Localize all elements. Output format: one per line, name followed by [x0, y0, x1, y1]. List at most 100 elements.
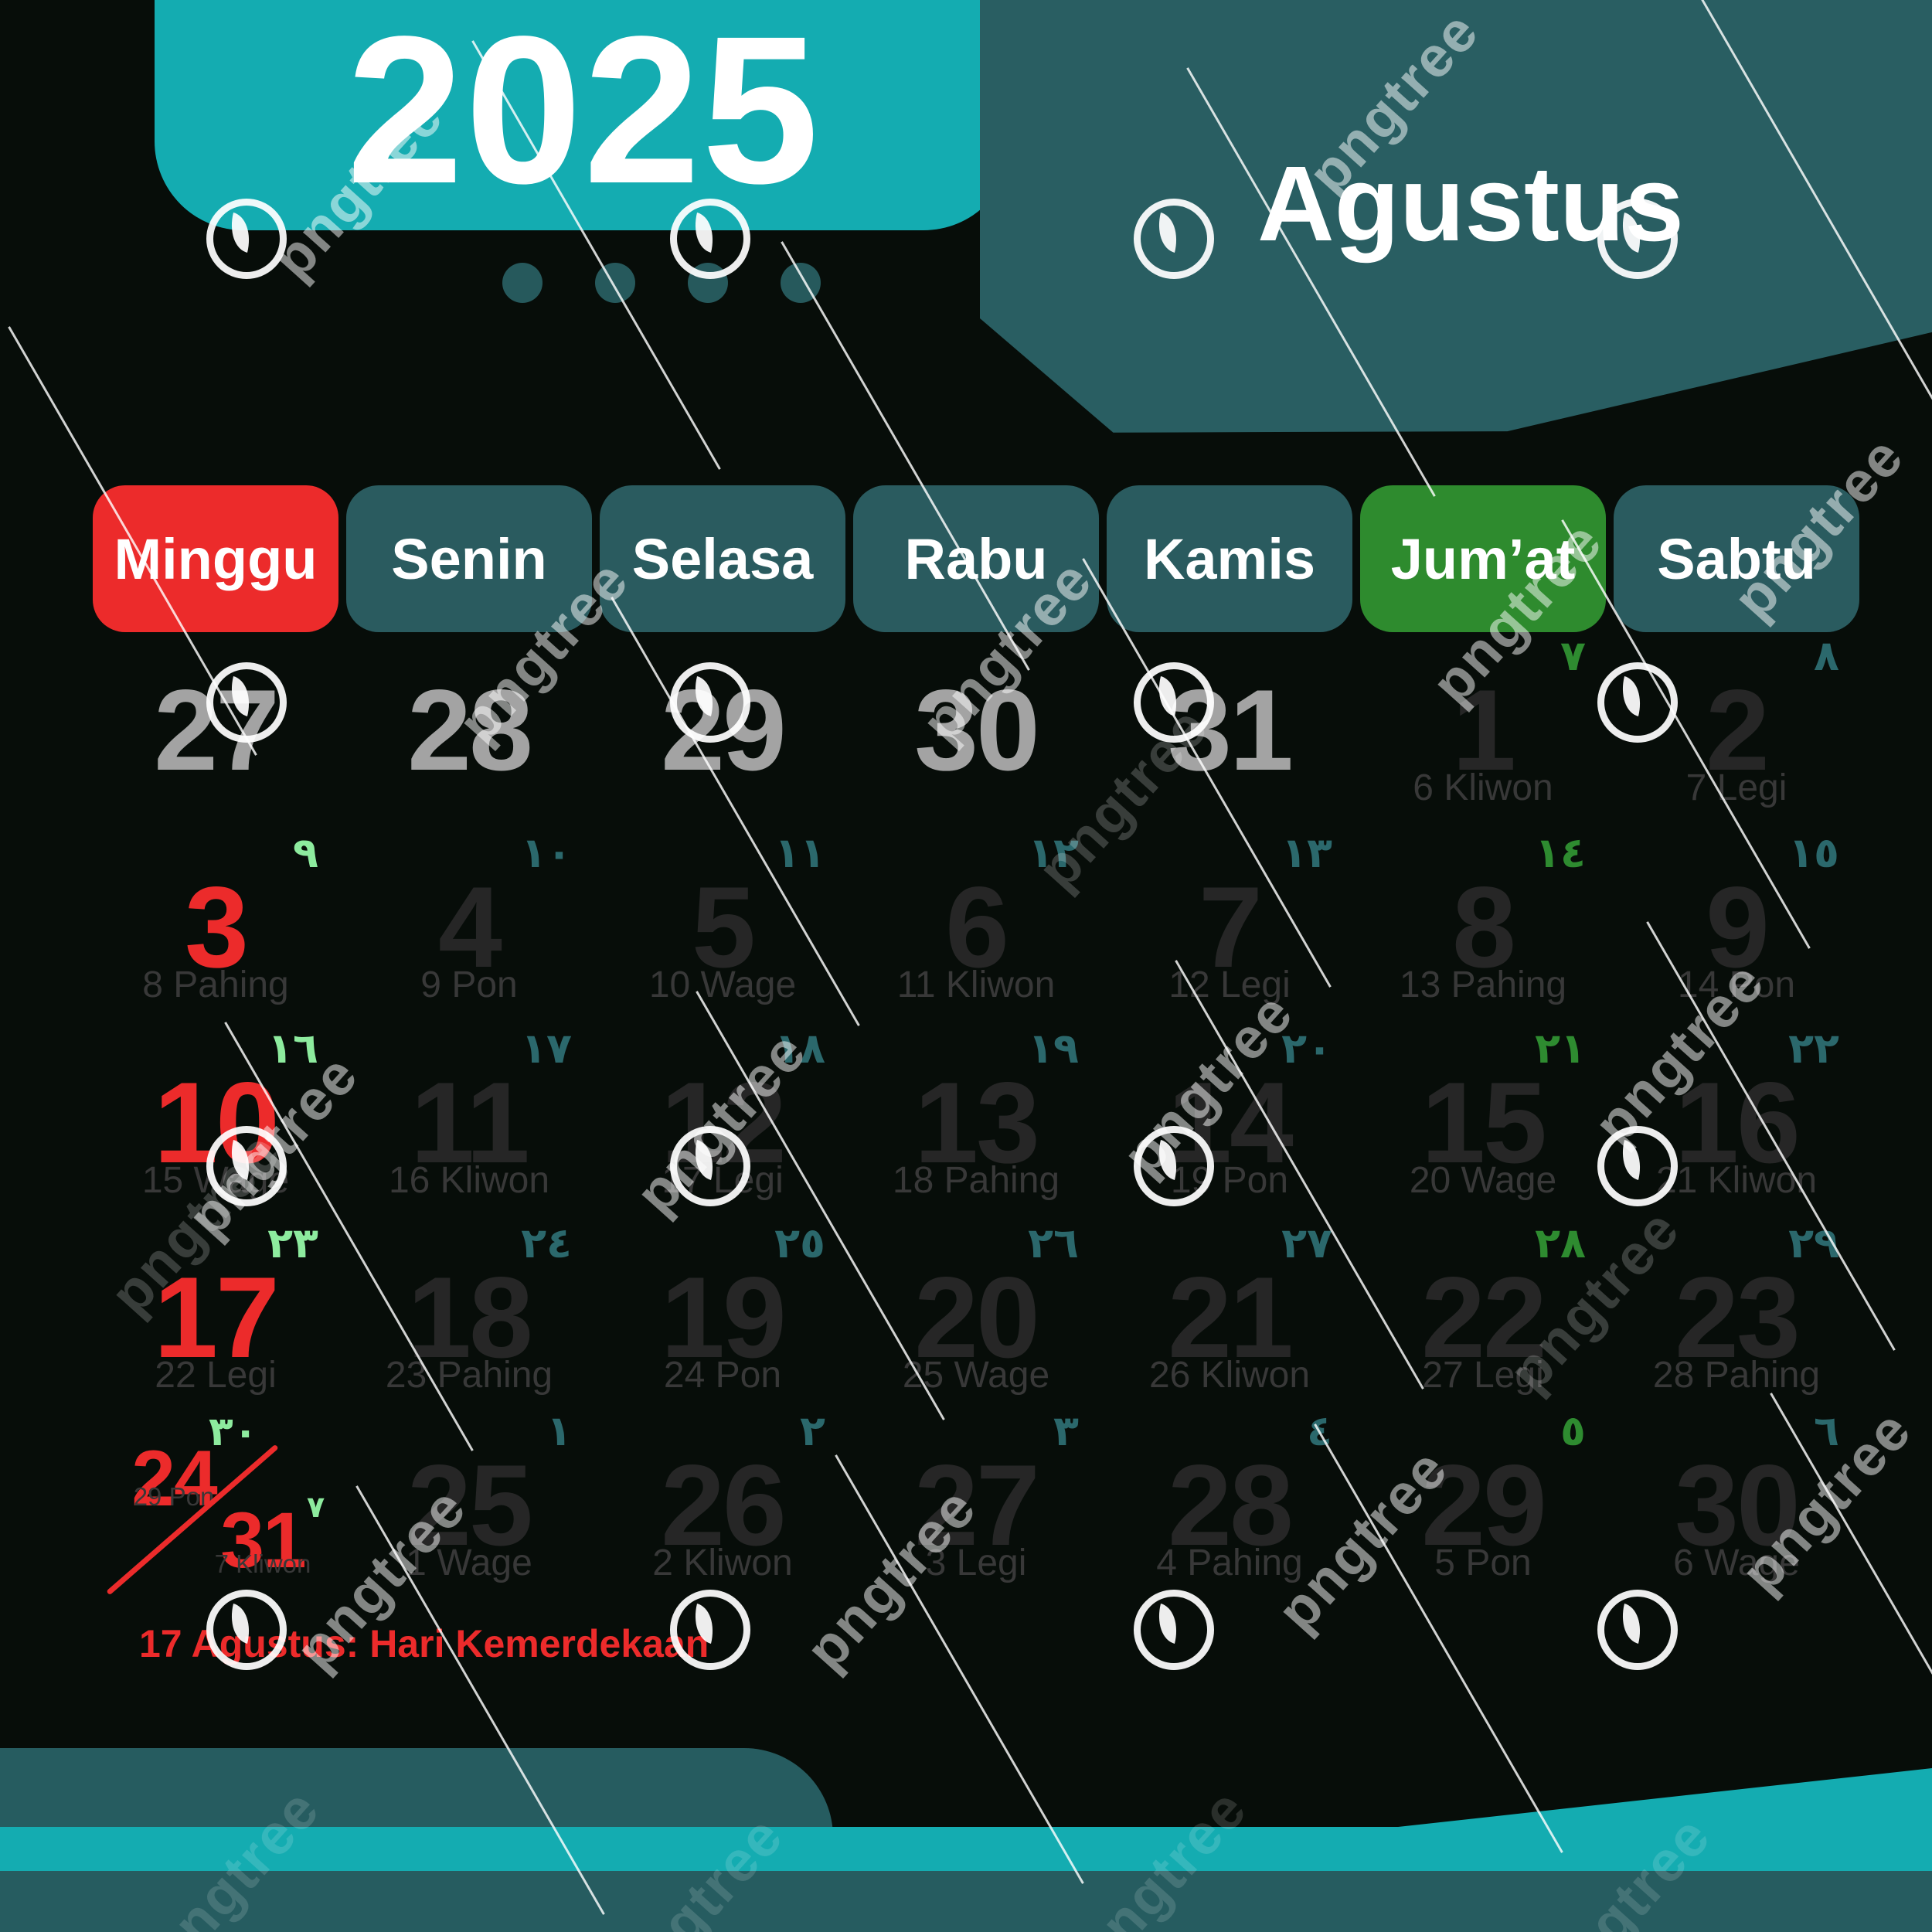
date-number: 1	[1452, 665, 1516, 794]
date-number: 22	[1421, 1253, 1547, 1382]
javanese-label: 13 Pahing	[1399, 964, 1567, 1005]
date-number: 25	[407, 1440, 533, 1570]
javanese-label: 6 Kliwon	[1413, 767, 1553, 808]
hijri-date: ٣٠	[209, 1409, 258, 1455]
pngtree-leaf-logo-icon	[1134, 1590, 1214, 1670]
date-number: 3	[185, 862, 249, 992]
date-number: 8	[1452, 862, 1516, 992]
date-number: 23	[1675, 1253, 1801, 1382]
weekday-header-senin: Senin	[346, 485, 592, 632]
date-cell-24-31: ٣٠ 24 29 Pon ٧ 31 7 Kliwon	[93, 1409, 338, 1602]
date-number: 2	[1706, 665, 1770, 794]
pngtree-leaf-logo-icon	[1597, 1126, 1678, 1206]
date-number: 4	[438, 862, 502, 992]
date-cell-9: ١٥ 9 14 Pon	[1614, 831, 1859, 1024]
date-number: 30	[914, 665, 1040, 794]
date-number: 11	[410, 1058, 530, 1187]
footer-accent-strip	[0, 1827, 1932, 1872]
date-number: 9	[1706, 862, 1770, 992]
date-cell-7: ١٣ 7 12 Legi	[1107, 831, 1352, 1024]
javanese-label: 23 Pahing	[385, 1355, 553, 1396]
date-number: 19	[661, 1253, 787, 1382]
weekday-header-minggu: Minggu	[93, 485, 338, 632]
javanese-label: 22 Legi	[155, 1355, 277, 1396]
date-number: 28	[1168, 1440, 1294, 1570]
hijri-date: ١٢	[1028, 828, 1079, 877]
date-cell-27-prev: 27	[93, 634, 338, 827]
date-cell-30: ٦ 30 6 Wage	[1614, 1409, 1859, 1602]
date-cell-28-prev: 28	[346, 634, 592, 827]
date-cell-29: ٥ 29 5 Pon	[1360, 1409, 1606, 1602]
hijri-date: ٢٣	[267, 1219, 318, 1267]
hijri-date: ٦	[1814, 1406, 1839, 1455]
javanese-label: 9 Pon	[420, 964, 518, 1005]
hijri-date: ٢	[800, 1406, 825, 1455]
date-cell-19: ٢٥ 19 24 Pon	[600, 1221, 845, 1414]
hijri-date: ٥	[1560, 1406, 1586, 1455]
hijri-date: ٢٠	[1281, 1024, 1332, 1073]
hijri-date: ٣	[1053, 1406, 1079, 1455]
hijri-date: ٨	[1814, 631, 1839, 680]
pngtree-leaf-logo-icon	[670, 1126, 750, 1206]
date-cell-18: ٢٤ 18 23 Pahing	[346, 1221, 592, 1414]
pngtree-leaf-logo-icon	[670, 662, 750, 743]
javanese-label: 8 Pahing	[142, 964, 289, 1005]
hijri-date: ١٨	[774, 1024, 825, 1073]
pngtree-leaf-logo-icon	[670, 1590, 750, 1670]
javanese-label: 24 Pon	[663, 1355, 782, 1396]
hijri-date: ١٦	[267, 1024, 318, 1073]
hijri-date: ١٩	[1028, 1024, 1079, 1073]
date-cell-13: ١٩ 13 18 Pahing	[853, 1026, 1099, 1219]
pngtree-leaf-logo-icon	[1134, 199, 1214, 279]
date-cell-23: ٢٩ 23 28 Pahing	[1614, 1221, 1859, 1414]
date-number: 29	[1421, 1440, 1547, 1570]
javanese-label: 6 Wage	[1673, 1543, 1800, 1583]
javanese-label: 27 Legi	[1422, 1355, 1544, 1396]
pngtree-leaf-logo-icon	[1134, 1126, 1214, 1206]
pngtree-leaf-logo-icon	[1597, 662, 1678, 743]
date-number: 26	[661, 1440, 787, 1570]
javanese-label: 25 Wage	[902, 1355, 1050, 1396]
weekday-header-selasa: Selasa	[600, 485, 845, 632]
javanese-label: 5 Pon	[1434, 1543, 1532, 1583]
date-cell-20: ٢٦ 20 25 Wage	[853, 1221, 1099, 1414]
date-cell-21: ٢٧ 21 26 Kliwon	[1107, 1221, 1352, 1414]
javanese-label: 20 Wage	[1409, 1160, 1557, 1201]
date-number: 5	[692, 862, 756, 992]
javanese-label: 28 Pahing	[1652, 1355, 1821, 1396]
hijri-date: ١١	[774, 828, 825, 877]
date-cell-11: ١٧ 11 16 Kliwon	[346, 1026, 592, 1219]
hijri-date: ١	[546, 1406, 572, 1455]
date-number: 27	[914, 1440, 1040, 1570]
hijri-date: ١٧	[521, 1024, 572, 1073]
javanese-label: 4 Pahing	[1156, 1543, 1303, 1583]
date-number: 6	[945, 862, 1009, 992]
date-number: 7	[1199, 862, 1263, 992]
date-number: 18	[407, 1253, 533, 1382]
javanese-label: 12 Legi	[1168, 964, 1291, 1005]
pagination-dot	[502, 263, 543, 303]
javanese-label: 11 Kliwon	[896, 964, 1056, 1005]
hijri-date: ٢٤	[521, 1219, 572, 1267]
date-cell-6: ١٢ 6 11 Kliwon	[853, 831, 1099, 1024]
hijri-date: ٢١	[1535, 1024, 1586, 1073]
javanese-label: 26 Kliwon	[1148, 1355, 1311, 1396]
javanese-label: 10 Wage	[648, 964, 797, 1005]
javanese-label: 2 Kliwon	[652, 1543, 793, 1583]
date-cell-17: ٢٣ 17 22 Legi	[93, 1221, 338, 1414]
date-cell-27: ٣ 27 3 Legi	[853, 1409, 1099, 1602]
date-cell-5: ١١ 5 10 Wage	[600, 831, 845, 1024]
year-text: 2025	[346, 0, 821, 227]
weekday-header-kamis: Kamis	[1107, 485, 1352, 632]
pngtree-leaf-logo-icon	[1597, 1590, 1678, 1670]
pngtree-leaf-logo-icon	[1597, 199, 1678, 279]
hijri-date: ٢٧	[1281, 1219, 1332, 1267]
date-number: 13	[914, 1058, 1040, 1187]
javanese-label: 7 Legi	[1685, 767, 1787, 808]
hijri-date: ٧	[1560, 631, 1586, 680]
date-number: 20	[914, 1253, 1040, 1382]
hijri-date: ٢٨	[1535, 1219, 1586, 1267]
